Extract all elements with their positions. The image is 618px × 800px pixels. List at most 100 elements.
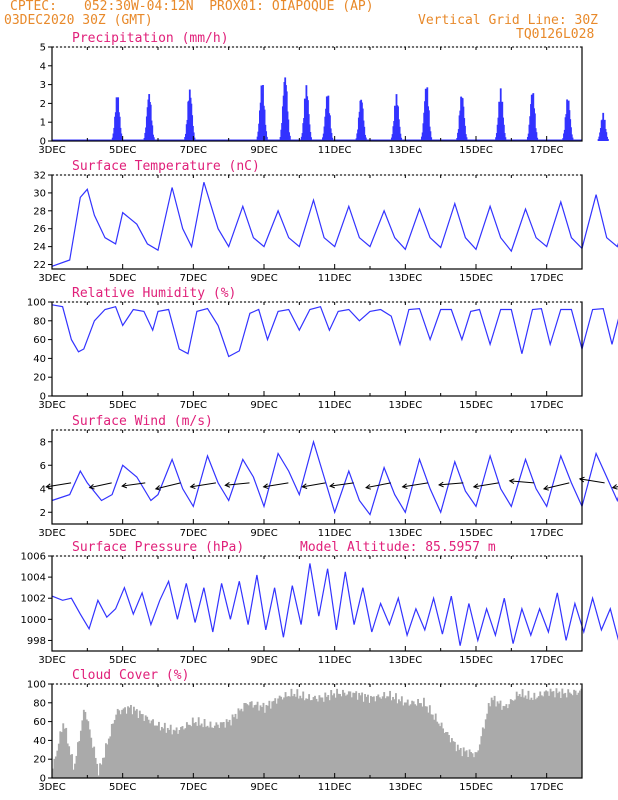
cloud-bar	[240, 708, 243, 778]
cloud-bar	[467, 756, 470, 778]
cloud-bar	[236, 718, 238, 778]
cloud-bar	[109, 736, 112, 778]
cloud-bar	[172, 729, 175, 778]
cloud-bar	[265, 705, 268, 778]
x-tick-label: 11DEC	[318, 400, 352, 411]
precip-bar	[310, 137, 312, 141]
cloud-bar	[197, 717, 200, 778]
cloud-bar	[289, 696, 291, 778]
cloud-bar	[395, 693, 397, 778]
cloud-bar	[364, 694, 366, 778]
x-tick-label: 7DEC	[180, 528, 207, 539]
cloud-bar	[187, 724, 190, 778]
cloud-bar	[78, 741, 81, 778]
panel-pres: 998 1000 1002 1004 1006 3DEC 5DEC 7DEC 9DEC 11DEC…	[21, 540, 618, 666]
cloud-bar	[303, 700, 306, 778]
cloud-bar	[155, 725, 157, 778]
cloud-bar	[493, 695, 496, 778]
cloud-bar	[144, 715, 147, 778]
cloud-bar	[517, 695, 520, 778]
cloud-bar	[272, 700, 275, 778]
panel-title: Surface Temperature (nC)	[72, 159, 260, 174]
cloud-bar	[576, 694, 578, 778]
precip-bar	[605, 132, 608, 141]
y-tick-label: 0	[40, 392, 46, 403]
cloud-bar	[343, 692, 346, 778]
cloud-bar	[558, 691, 561, 778]
cloud-bar	[191, 717, 194, 778]
cloud-bar	[424, 706, 427, 778]
cloud-bar	[536, 697, 539, 778]
cloud-bar	[54, 756, 57, 778]
cloud-bar	[275, 703, 278, 778]
cloud-bar	[445, 732, 447, 778]
cloud-bar	[531, 699, 534, 778]
x-tick-label: 5DEC	[109, 782, 136, 793]
cloud-bar	[481, 727, 484, 778]
precip-bar	[287, 119, 290, 141]
cloud-bar	[498, 703, 500, 778]
cloud-bar	[542, 696, 545, 778]
cloud-bar	[443, 732, 446, 778]
cloud-bar	[564, 692, 567, 778]
cloud-bar	[149, 723, 152, 778]
y-tick-label: 40	[33, 736, 46, 747]
cloud-bar	[163, 722, 166, 778]
cloud-bar	[297, 698, 300, 778]
cloud-bar	[56, 750, 59, 778]
x-tick-label: 17DEC	[530, 528, 564, 539]
x-tick-label: 15DEC	[459, 273, 493, 284]
cloud-bar	[100, 764, 103, 778]
cloud-bar	[293, 693, 296, 778]
cloud-bar	[262, 702, 265, 778]
cloud-bar	[280, 696, 283, 778]
y-tick-label: 20	[33, 373, 46, 384]
cloud-bar	[380, 698, 383, 778]
cloud-bar	[505, 704, 508, 778]
cloud-bar	[322, 701, 325, 778]
cloud-bar	[449, 742, 452, 778]
precip-bar	[265, 136, 268, 141]
wind-arrow	[612, 486, 618, 489]
pres-series-line	[51, 563, 618, 646]
cloud-bar	[315, 698, 318, 778]
cloud-bar	[147, 719, 150, 778]
wind-arrow	[330, 482, 354, 487]
cloud-bar	[448, 735, 450, 778]
x-tick-label: 15DEC	[459, 782, 493, 793]
cloud-bar	[175, 727, 178, 778]
cloud-bar	[573, 689, 576, 778]
x-tick-label: 15DEC	[459, 528, 493, 539]
cloud-bar	[152, 719, 154, 778]
cloud-bar	[115, 714, 118, 778]
cloud-bar	[554, 697, 556, 778]
cloud-bar	[244, 703, 247, 778]
cloud-bar	[495, 706, 498, 778]
cloud-bar	[330, 690, 333, 778]
cloud-bar	[524, 695, 527, 778]
cloud-bar	[384, 698, 387, 778]
cloud-bar	[406, 699, 409, 778]
cloud-bar	[474, 752, 477, 778]
cloud-bar	[399, 701, 402, 778]
y-tick-label: 100	[27, 298, 46, 309]
cloud-bar	[286, 696, 288, 778]
precip-bar	[464, 125, 466, 141]
cloud-bar	[264, 712, 266, 778]
cloud-bar	[483, 728, 486, 778]
cloud-bar	[137, 718, 140, 778]
cloud-bar	[97, 775, 100, 778]
cloud-bar	[430, 714, 433, 778]
wind-arrows	[45, 476, 618, 491]
cloud-bar	[66, 743, 69, 778]
cloud-bar	[415, 705, 418, 778]
x-tick-label: 7DEC	[180, 400, 207, 411]
precip-bar	[151, 125, 154, 141]
cloud-bar	[135, 709, 138, 778]
y-tick-label: 26	[33, 224, 46, 235]
wind-arrow-head	[88, 484, 95, 490]
cloud-bar	[386, 696, 389, 778]
cloud-bar	[150, 720, 153, 778]
cloud-bar	[423, 697, 425, 778]
